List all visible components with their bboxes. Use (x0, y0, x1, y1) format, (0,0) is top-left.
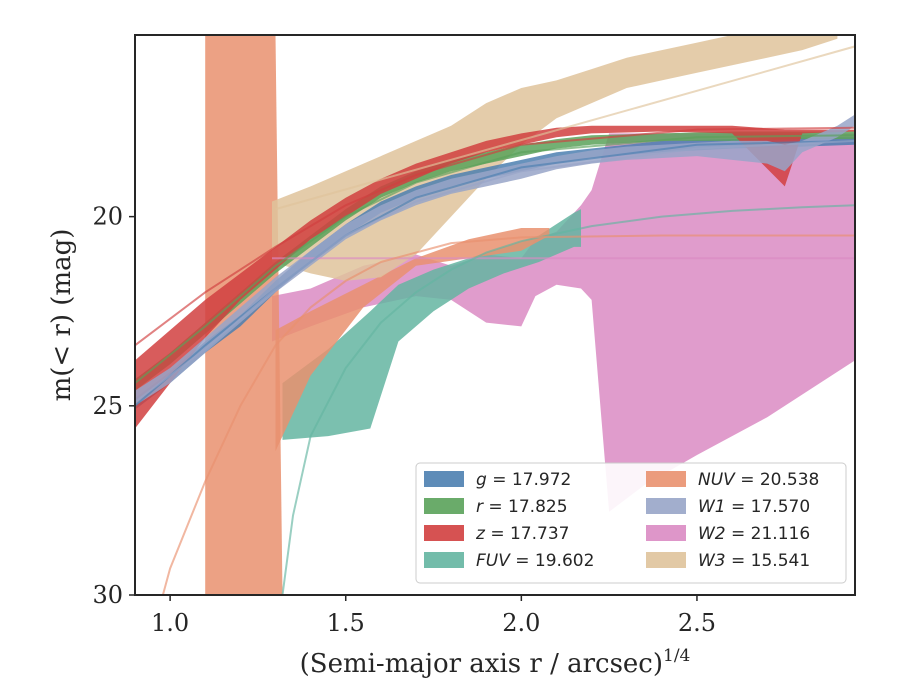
legend-frame (415, 462, 847, 584)
legend-label-w1: W1 = 17.570 (698, 497, 810, 517)
y-tick-label: 25 (92, 392, 123, 420)
legend-swatch-r (424, 498, 464, 514)
legend-label-g: g = 17.972 (476, 470, 571, 490)
series-bands (135, 35, 855, 595)
x-tick-label: 2.5 (678, 609, 716, 637)
legend-label-w2: W2 = 21.116 (698, 524, 810, 544)
series-band-w3 (272, 35, 838, 281)
legend-swatch-nuv (646, 471, 686, 487)
series-model-z (135, 126, 855, 347)
legend-swatch-w3 (646, 552, 686, 568)
y-tick-label: 30 (92, 581, 123, 609)
legend-label-w3: W3 = 15.541 (698, 551, 810, 571)
series-model-w1 (135, 139, 855, 403)
series-model-r (135, 134, 855, 384)
series-model-fuv (281, 204, 855, 595)
x-tick-label: 2.0 (502, 609, 540, 637)
x-tick-label: 1.0 (151, 609, 189, 637)
series-model-g (135, 139, 855, 407)
series-band-w2 (272, 133, 855, 512)
legend-label-nuv: NUV = 20.538 (698, 470, 819, 490)
series-model-w3 (275, 45, 855, 211)
legend-label-r: r = 17.825 (476, 497, 568, 517)
series-model-nuv (161, 234, 855, 595)
legend-swatch-fuv (424, 552, 464, 568)
x-axis: 1.0 1.5 2.0 2.5 (151, 595, 716, 637)
legend: g = 17.972 r = 17.825 z = 17.737 FUV = 19.6… (415, 462, 847, 584)
legend-swatch-w1 (646, 498, 686, 514)
x-axis-label: (Semi-major axis r / arcsec)1/4 (300, 646, 691, 679)
plot-frame (134, 34, 856, 596)
y-axis: 20 25 30 (92, 203, 135, 609)
series-band-w1 (135, 114, 855, 406)
legend-swatch-g (424, 471, 464, 487)
y-axis-label: m(< r) (mag) (47, 229, 77, 402)
legend-label-z: z = 17.737 (475, 524, 569, 544)
x-axis-label-superscript: 1/4 (663, 646, 690, 666)
legend-label-fuv: FUV = 19.602 (476, 551, 594, 571)
series-band-fuv (282, 209, 581, 440)
legend-swatch-z (424, 525, 464, 541)
series-model-lines (135, 45, 855, 595)
legend-swatch-w2 (646, 525, 686, 541)
x-axis-label-text: (Semi-major axis r / arcsec) (300, 649, 663, 679)
series-band-nuv (275, 228, 550, 452)
x-tick-label: 1.5 (327, 609, 365, 637)
y-tick-label: 20 (92, 203, 123, 231)
